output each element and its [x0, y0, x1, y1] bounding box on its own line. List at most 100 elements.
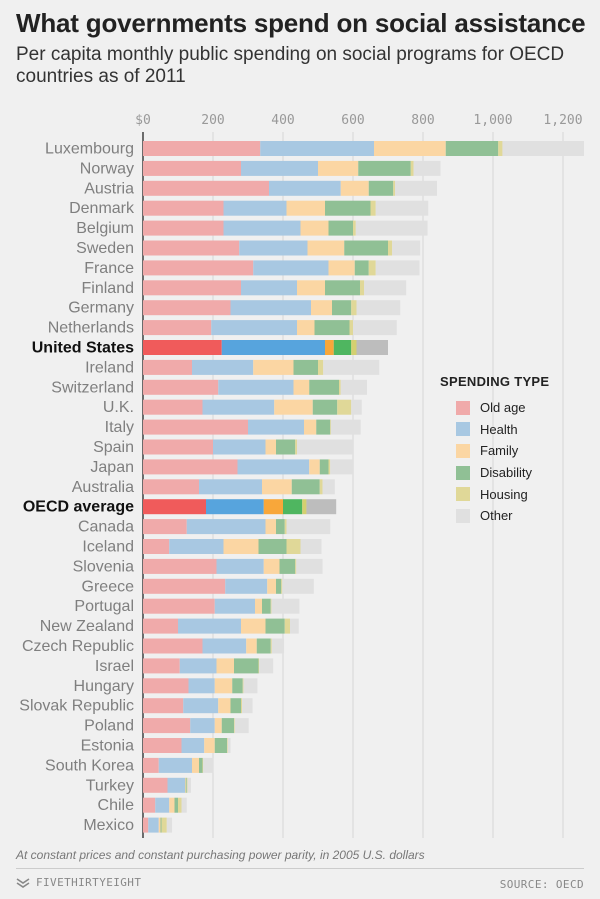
bar-segment-housing — [284, 519, 287, 535]
source-note: SOURCE: OECD — [499, 878, 584, 891]
bar-segment-other — [282, 578, 314, 594]
bar-segment-other — [330, 419, 361, 435]
bar-segment-old-age — [143, 519, 187, 535]
legend-item-other: Other — [440, 505, 549, 527]
bar-segment-health — [241, 160, 318, 176]
bar-segment-disability — [293, 359, 318, 375]
category-label: Portugal — [74, 598, 134, 615]
category-label: Ireland — [85, 359, 134, 376]
bar-segment-housing — [202, 757, 204, 773]
category-label: Iceland — [82, 539, 134, 556]
bar-segment-disability — [358, 160, 411, 176]
x-tick-label: 600 — [341, 113, 364, 128]
bar-segment-housing — [370, 200, 376, 216]
bar-segment-housing — [241, 698, 243, 714]
legend-swatch — [456, 487, 470, 502]
footnote: At constant prices and constant purchasi… — [16, 848, 425, 862]
bar-segment-family — [158, 817, 161, 833]
category-label: Turkey — [86, 777, 134, 794]
bar-segment-disability — [328, 220, 353, 236]
bar-segment-family — [214, 678, 233, 694]
bar-segment-old-age — [143, 180, 269, 196]
bar-segment-housing — [234, 718, 235, 734]
category-label: Norway — [80, 160, 134, 177]
bar-segment-housing — [328, 459, 331, 475]
bar-segment-health — [188, 678, 215, 694]
bar-segment-other — [286, 519, 331, 535]
bar-segment-old-age — [143, 797, 156, 813]
legend-item-old-age: Old age — [440, 397, 549, 419]
bar-segment-other — [296, 558, 323, 574]
bar-segment-family — [218, 698, 231, 714]
bar-segment-old-age — [143, 499, 206, 515]
bar-segment-family — [185, 777, 186, 793]
bar-segment-health — [192, 359, 254, 375]
legend-swatch — [456, 400, 470, 415]
bar-segment-old-age — [143, 718, 191, 734]
legend-item-disability: Disability — [440, 462, 549, 484]
category-label: Poland — [84, 718, 134, 735]
brand-name: FIVETHIRTYEIGHT — [36, 876, 142, 889]
bar-segment-health — [148, 817, 159, 833]
bar-segment-other — [297, 439, 353, 455]
category-label: Netherlands — [48, 320, 134, 337]
bar-segment-other — [353, 320, 397, 336]
bar-segment-housing — [286, 539, 301, 554]
bar-segment-family — [274, 399, 313, 415]
category-label: Denmark — [69, 200, 135, 217]
bar-segment-family — [263, 499, 283, 515]
bar-segment-health — [183, 698, 219, 714]
bar-segment-old-age — [143, 698, 184, 714]
bar-segment-other — [306, 499, 337, 515]
bar-segment-old-age — [143, 359, 192, 375]
bar-segment-disability — [291, 479, 320, 495]
bar-segment-disability — [160, 817, 162, 833]
bar-segment-health — [181, 738, 205, 753]
bar-segment-housing — [295, 558, 297, 574]
bar-segment-health — [237, 459, 310, 475]
bar-segment-family — [169, 797, 175, 813]
category-label: Estonia — [81, 738, 134, 755]
bar-segment-health — [260, 141, 374, 156]
bar-segment-health — [223, 220, 301, 236]
bar-segment-housing — [498, 141, 503, 156]
bar-segment-old-age — [143, 618, 178, 634]
bar-segment-old-age — [143, 757, 159, 773]
x-tick-label: 1,000 — [473, 113, 512, 128]
bar-segment-family — [297, 280, 325, 296]
bar-segment-other — [271, 598, 300, 614]
bar-segment-health — [178, 618, 241, 634]
category-label: Luxembourg — [45, 141, 134, 158]
bar-segment-housing — [339, 379, 341, 395]
bar-segment-other — [356, 340, 388, 355]
bar-segment-family — [265, 439, 276, 455]
bar-segment-health — [179, 658, 217, 674]
bar-segment-disability — [234, 658, 259, 674]
category-label: Sweden — [76, 240, 134, 257]
legend-item-housing: Housing — [440, 483, 549, 505]
bar-segment-disability — [221, 718, 234, 734]
category-label: Slovenia — [73, 558, 134, 575]
bar-segment-old-age — [143, 817, 149, 833]
bar-segment-family — [204, 738, 215, 753]
bar-segment-health — [206, 499, 264, 515]
bar-segment-housing — [161, 817, 167, 833]
bar-segment-disability — [174, 797, 178, 813]
legend-item-family: Family — [440, 440, 549, 462]
bar-segment-housing — [319, 479, 323, 495]
bar-segment-health — [186, 519, 266, 535]
bar-segment-disability — [258, 539, 287, 554]
bar-segment-other — [351, 399, 362, 415]
bar-segment-old-age — [143, 738, 182, 753]
category-label: Austria — [84, 180, 134, 197]
bar-segment-family — [309, 459, 320, 475]
category-label: Japan — [90, 459, 134, 476]
bar-segment-disability — [325, 200, 371, 216]
bar-segment-health — [241, 280, 297, 296]
bar-segment-housing — [330, 419, 331, 435]
bar-segment-other — [227, 738, 231, 753]
bar-segment-disability — [256, 638, 271, 654]
footer-divider — [16, 868, 584, 869]
bar-segment-old-age — [143, 260, 254, 276]
bar-segment-health — [216, 558, 264, 574]
